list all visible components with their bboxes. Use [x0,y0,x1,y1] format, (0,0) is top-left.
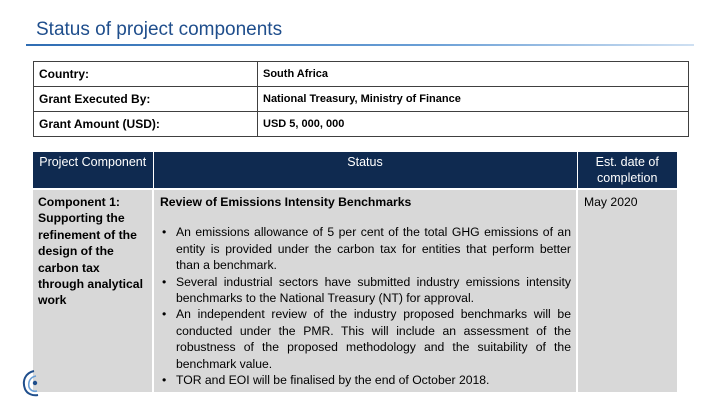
info-row-amount: Grant Amount (USD): USD 5, 000, 000 [33,111,689,137]
component-name: Component 1: Supporting the refinement o… [33,187,154,393]
status-bullet: An emissions allowance of 5 per cent of … [162,224,571,273]
table-row: Component 1: Supporting the refinement o… [33,187,677,393]
info-row-executor: Grant Executed By: National Treasury, Mi… [33,86,689,112]
status-cell: Review of Emissions Intensity Benchmarks… [153,187,578,393]
info-row-country: Country: South Africa [33,61,689,87]
status-bullet: Several industrial sectors have submitte… [162,274,571,307]
info-label: Grant Amount (USD): [33,111,258,137]
grant-info-table: Country: South Africa Grant Executed By:… [33,61,689,137]
info-label: Grant Executed By: [33,86,258,112]
header-project-component: Project Component [33,152,154,189]
title-divider [26,44,694,46]
completion-date: May 2020 [577,187,677,393]
header-completion-date: Est. date of completion [577,152,677,189]
header-status: Status [153,152,578,189]
status-bullet-list: An emissions allowance of 5 per cent of … [160,224,571,388]
emblem-logo-icon [22,370,39,397]
status-bullet: An independent review of the industry pr… [162,306,571,372]
info-label: Country: [33,61,258,87]
info-value: South Africa [257,61,689,87]
info-value: National Treasury, Ministry of Finance [257,86,689,112]
info-value: USD 5, 000, 000 [257,111,689,137]
status-heading: Review of Emissions Intensity Benchmarks [160,195,412,209]
status-bullet: TOR and EOI will be finalised by the end… [162,372,571,389]
slide-title: Status of project components [36,19,283,40]
component-status-table: Project Component Status Est. date of co… [33,152,677,393]
status-table-header: Project Component Status Est. date of co… [33,152,677,189]
